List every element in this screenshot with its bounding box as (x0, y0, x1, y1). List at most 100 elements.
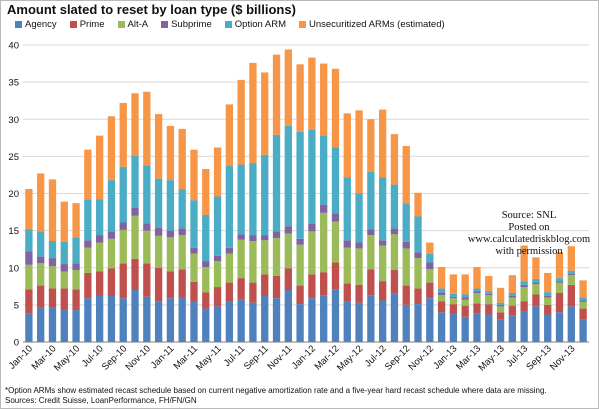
bar-segment-option-arm-may-11 (213, 196, 222, 256)
bar-segment-alt-a-oct-10 (131, 215, 139, 259)
bar-segment-option-arm-aug-10 (107, 180, 116, 232)
bar-segment-agency-jan-12 (308, 298, 316, 342)
bar-segment-prime-jan-12 (308, 274, 316, 299)
bar-segment-subprime-jun-13 (508, 295, 517, 298)
y-tick-label-30: 30 (8, 115, 19, 126)
y-tick-label-15: 15 (8, 226, 19, 237)
bar-segment-alt-a-may-11 (213, 261, 222, 288)
bar-segment-unsecuritized-arms-estimated-jan-12 (308, 57, 316, 130)
bar-segment-agency-dec-13 (579, 319, 587, 342)
bar-segment-prime-nov-12 (426, 282, 434, 299)
bar-segment-option-arm-oct-10 (131, 155, 139, 208)
bar-segment-subprime-jun-10 (84, 240, 92, 248)
bar-segment-agency-feb-12 (320, 295, 328, 342)
bar-segment-alt-a-jul-10 (95, 242, 104, 272)
bar-segment-alt-a-jan-11 (166, 237, 175, 272)
x-tick-label-may-12: May-12 (335, 343, 365, 373)
bar-segment-option-arm-oct-12 (414, 216, 422, 253)
bar-segment-alt-a-jan-13 (449, 298, 458, 305)
bar-segment-option-arm-mar-11 (190, 200, 198, 248)
bar-segment-alt-a-jul-13 (520, 287, 528, 302)
bar-segment-subprime-jun-11 (225, 247, 234, 254)
bar-segment-subprime-aug-11 (249, 235, 257, 242)
bar-segment-prime-feb-13 (461, 305, 469, 317)
bar-segment-unsecuritized-arms-estimated-jun-13 (508, 275, 517, 293)
legend-label-agency: Agency (25, 19, 57, 30)
bar-segment-alt-a-may-10 (72, 269, 80, 290)
bar-segment-agency-nov-12 (426, 298, 434, 342)
bar-segment-option-arm-mar-12 (331, 147, 340, 214)
bar-segment-agency-mar-13 (473, 313, 481, 342)
bar-segment-subprime-aug-12 (390, 228, 399, 235)
bar-segment-unsecuritized-arms-estimated-nov-12 (426, 242, 434, 254)
bar-segment-agency-apr-10 (60, 310, 68, 342)
bar-segment-prime-nov-10 (143, 263, 151, 297)
x-tick-label-sep-11: Sep-11 (242, 343, 271, 372)
bar-segment-prime-apr-11 (202, 292, 210, 309)
bar-segment-subprime-oct-12 (414, 252, 422, 259)
legend-swatch-option-arm (224, 21, 232, 28)
bar-segment-subprime-apr-11 (202, 261, 210, 268)
bar-segment-prime-feb-12 (320, 272, 328, 296)
bar-segment-option-arm-nov-12 (426, 253, 434, 263)
x-tick-label-nov-10: Nov-10 (124, 343, 153, 372)
bar-segment-subprime-jul-11 (237, 234, 245, 240)
bar-segment-prime-jan-10 (25, 289, 33, 314)
bar-segment-unsecuritized-arms-estimated-mar-13 (473, 267, 481, 289)
bar-segment-unsecuritized-arms-estimated-may-13 (496, 287, 505, 303)
bar-segment-option-arm-dec-12 (437, 288, 446, 293)
bar-segment-alt-a-jun-11 (225, 253, 234, 283)
x-tick-label-sep-12: Sep-12 (383, 343, 412, 372)
bar-segment-alt-a-jun-13 (508, 297, 517, 306)
bar-segment-alt-a-jun-12 (367, 235, 375, 270)
bar-segment-alt-a-aug-13 (532, 284, 540, 295)
bar-segment-alt-a-sep-11 (261, 240, 269, 275)
bar-segment-prime-aug-10 (107, 268, 116, 296)
y-tick-label-0: 0 (14, 338, 19, 349)
bar-segment-alt-a-jul-12 (378, 245, 387, 282)
bar-segment-alt-a-apr-13 (485, 295, 493, 305)
footnote: *Option ARMs show estimated recast sched… (5, 386, 597, 406)
bar-segment-unsecuritized-arms-estimated-sep-12 (402, 145, 410, 204)
bar-segment-prime-oct-11 (272, 275, 281, 299)
bar-segment-prime-aug-13 (532, 294, 540, 307)
x-tick-label-sep-10: Sep-10 (100, 343, 129, 372)
bar-segment-option-arm-jul-12 (378, 177, 387, 241)
bar-segment-agency-jan-11 (166, 298, 175, 342)
bar-segment-agency-sep-11 (261, 295, 269, 342)
bar-segment-alt-a-nov-11 (284, 233, 292, 269)
bar-segment-option-arm-oct-11 (272, 134, 281, 232)
bar-segment-subprime-nov-12 (426, 262, 434, 270)
bar-segment-agency-sep-12 (402, 304, 410, 343)
bar-segment-prime-may-11 (213, 287, 222, 307)
bar-segment-prime-nov-11 (284, 268, 292, 291)
x-tick-label-may-11: May-11 (194, 343, 224, 373)
bar-segment-prime-apr-10 (60, 288, 68, 311)
bar-segment-agency-nov-10 (143, 296, 151, 342)
bar-segment-subprime-mar-11 (190, 247, 198, 254)
bar-segment-prime-mar-13 (473, 303, 481, 314)
bar-segment-unsecuritized-arms-estimated-sep-13 (544, 272, 552, 293)
bar-segment-prime-mar-11 (190, 281, 198, 302)
bar-segment-subprime-jan-12 (308, 223, 316, 232)
bar-segment-unsecuritized-arms-estimated-oct-10 (131, 93, 139, 156)
bar-segment-alt-a-nov-10 (143, 230, 151, 264)
bar-segment-unsecuritized-arms-estimated-jul-12 (378, 109, 387, 178)
bar-segment-prime-jul-12 (378, 281, 387, 301)
bar-segment-agency-feb-10 (37, 307, 45, 342)
bar-segment-prime-sep-13 (544, 304, 552, 315)
bar-segment-agency-may-12 (355, 302, 363, 342)
bar-segment-agency-apr-13 (485, 314, 493, 342)
bar-segment-option-arm-feb-13 (461, 294, 469, 298)
bar-segment-subprime-may-10 (72, 263, 80, 270)
bar-segment-agency-dec-11 (296, 304, 304, 342)
bar-segment-unsecuritized-arms-estimated-jan-13 (449, 274, 458, 294)
bar-segment-prime-sep-10 (119, 263, 127, 299)
bar-segment-option-arm-jun-10 (84, 199, 92, 241)
bar-segment-alt-a-nov-13 (567, 275, 575, 285)
bar-segment-option-arm-apr-10 (60, 241, 68, 265)
legend-swatch-subprime (161, 21, 169, 28)
bar-segment-alt-a-dec-12 (437, 295, 446, 302)
bar-segment-subprime-mar-13 (473, 291, 481, 293)
